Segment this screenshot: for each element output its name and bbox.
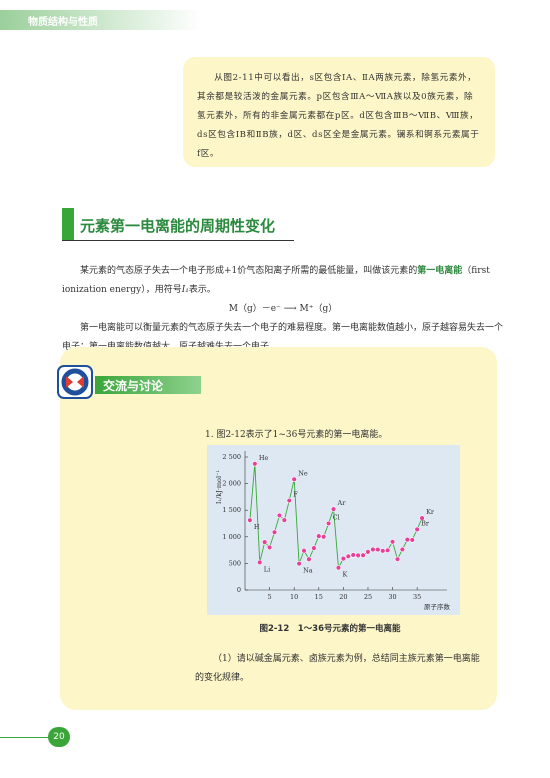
discussion-icon bbox=[57, 365, 93, 399]
y-tick-label: 2 500 bbox=[222, 453, 241, 461]
data-point bbox=[340, 555, 347, 562]
data-point bbox=[286, 497, 292, 504]
data-point bbox=[301, 548, 307, 554]
data-point bbox=[247, 517, 253, 523]
x-tick-label: 25 bbox=[364, 593, 372, 601]
section-bar bbox=[62, 208, 74, 240]
x-axis-label: 原子序数 bbox=[424, 602, 451, 611]
text: （first ionization energy），用符号 bbox=[62, 266, 490, 295]
data-point bbox=[389, 539, 396, 545]
data-point bbox=[281, 517, 288, 523]
point-label: Cl bbox=[333, 513, 340, 521]
symbol: I₁ bbox=[181, 285, 189, 295]
section-title: 元素第一电离能的周期性变化 bbox=[80, 217, 276, 235]
data-line bbox=[249, 463, 423, 570]
y-tick-label: 2 000 bbox=[222, 480, 241, 488]
point-label: Li bbox=[264, 565, 270, 573]
point-label: K bbox=[342, 571, 347, 579]
x-tick-label: 5 bbox=[268, 593, 272, 601]
data-point bbox=[399, 546, 406, 553]
data-point bbox=[380, 548, 386, 554]
y-axis-label: I₁/kJ·mol⁻¹ bbox=[215, 470, 223, 505]
x-tick-label: 35 bbox=[413, 593, 421, 601]
data-point bbox=[296, 560, 302, 567]
x-tick-label: 15 bbox=[315, 593, 323, 601]
point-label: Ne bbox=[298, 469, 308, 477]
data-point bbox=[375, 546, 381, 553]
text: 某元素的气态原子失去一个电子形成+1价气态阳离子所需的最低能量，叫做该元素的 bbox=[80, 266, 418, 276]
header-title: 物质结构与性质 bbox=[28, 17, 98, 28]
y-tick-label: 500 bbox=[229, 559, 241, 567]
y-tick-label: 1 500 bbox=[222, 506, 241, 514]
y-tick-label: 1 000 bbox=[222, 533, 241, 541]
data-point bbox=[350, 552, 356, 558]
point-label: He bbox=[259, 454, 269, 462]
subquestion: （1）请以碱金属元素、卤族元素为例，总结同主族元素第一电离能的变化规律。 bbox=[195, 654, 480, 683]
discussion-title: 交流与讨论 bbox=[103, 379, 164, 393]
data-point bbox=[330, 506, 337, 512]
discussion-title-bar: 交流与讨论 bbox=[95, 376, 201, 394]
figure-caption: 图2-12 1～36号元素的第一电离能 bbox=[259, 624, 401, 634]
data-point bbox=[276, 512, 283, 519]
point-label: Ar bbox=[337, 499, 347, 507]
equation: M（g）－e⁻ ⟶ M⁺（g） bbox=[228, 304, 338, 314]
chart: 0 500 1 000 1 500 2 000 2 500 5 10 15 20 25 30 35 I₁/… bbox=[207, 445, 460, 615]
data-point bbox=[316, 533, 322, 539]
data-point bbox=[414, 526, 420, 533]
point-label: F bbox=[293, 491, 298, 499]
data-point bbox=[325, 520, 332, 527]
point-label: Na bbox=[303, 567, 313, 575]
text: 表示。 bbox=[188, 285, 216, 295]
data-point bbox=[291, 476, 297, 482]
x-tick-label: 30 bbox=[388, 593, 396, 601]
page-line bbox=[0, 737, 50, 738]
data-point bbox=[394, 556, 401, 562]
paragraph: 某元素的气态原子失去一个电子形成+1价气态阳离子所需的最低能量，叫做该元素的第一… bbox=[62, 262, 504, 300]
data-point bbox=[252, 461, 258, 467]
point-label: H bbox=[254, 523, 260, 531]
data-point bbox=[404, 536, 411, 543]
header-bar: 物质结构与性质 bbox=[0, 10, 200, 30]
point-label: Kr bbox=[426, 508, 435, 516]
data-point bbox=[261, 539, 268, 545]
x-tick-label: 20 bbox=[339, 593, 347, 601]
data-point bbox=[384, 547, 391, 554]
data-point bbox=[365, 549, 371, 555]
data-point bbox=[409, 537, 415, 543]
body-text: 某元素的气态原子失去一个电子形成+1价气态阳离子所需的最低能量，叫做该元素的第一… bbox=[62, 262, 504, 357]
page-number: 20 bbox=[48, 727, 70, 747]
data-point bbox=[271, 529, 278, 535]
data-point bbox=[419, 515, 425, 521]
question: 1. 图2-12表示了1~36号元素的第一电离能。 bbox=[205, 430, 388, 440]
keyword: 第一电离能 bbox=[417, 266, 463, 276]
data-point bbox=[266, 544, 273, 551]
data-point bbox=[311, 545, 317, 551]
y-tick-label: 0 bbox=[237, 586, 241, 594]
data-point bbox=[360, 552, 366, 558]
data-point bbox=[345, 553, 351, 560]
data-point bbox=[370, 546, 376, 553]
data-point bbox=[335, 565, 342, 571]
section-underline bbox=[62, 240, 294, 241]
data-point bbox=[257, 559, 263, 566]
data-point bbox=[306, 556, 312, 562]
x-tick-label: 10 bbox=[290, 593, 298, 601]
data-point bbox=[355, 552, 361, 559]
note-box: 从图2-11中可以看出，s区包含ⅠA、ⅡA两族元素，除氢元素外，其余都是较活泼的… bbox=[183, 57, 495, 167]
note-text: 从图2-11中可以看出，s区包含ⅠA、ⅡA两族元素，除氢元素外，其余都是较活泼的… bbox=[197, 73, 480, 159]
data-point bbox=[321, 534, 327, 540]
point-label: Br bbox=[421, 519, 430, 527]
